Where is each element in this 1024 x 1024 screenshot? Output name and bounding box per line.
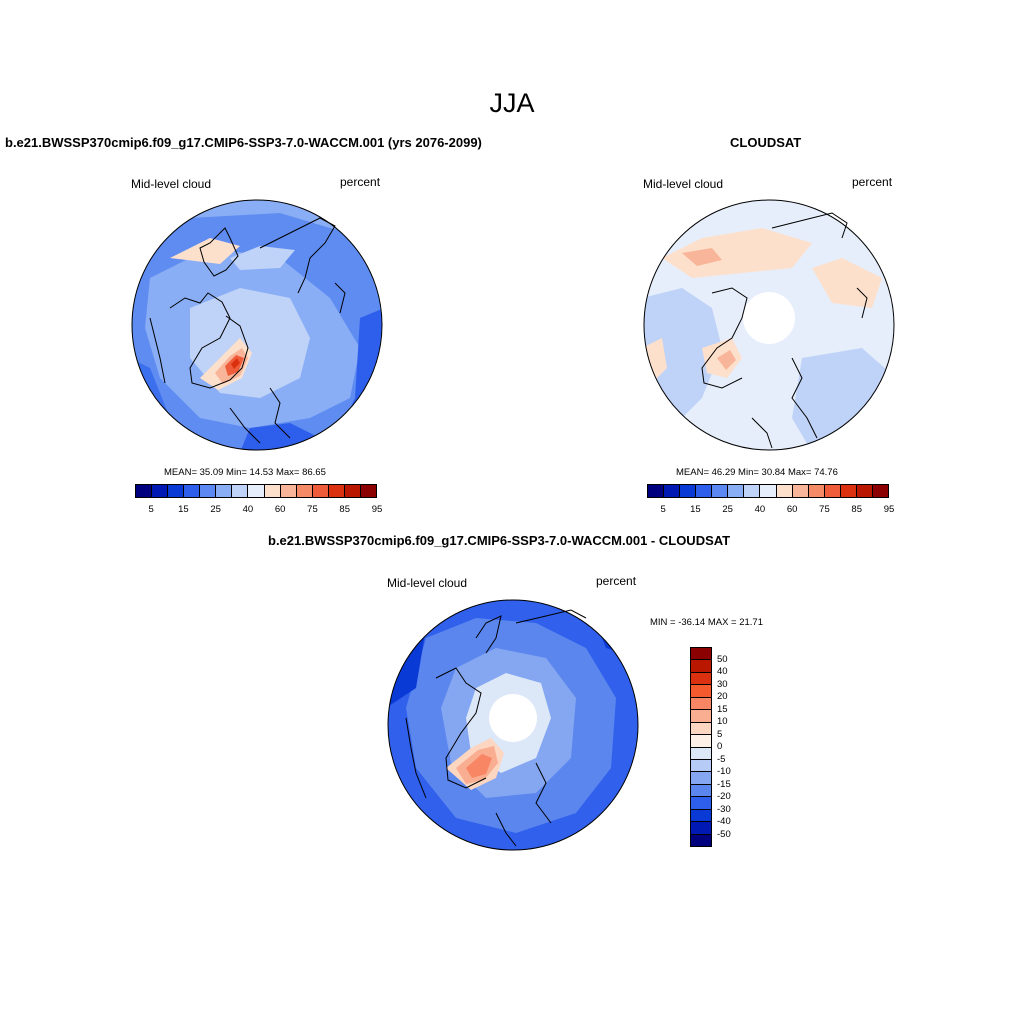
model-colorbar-swatch [200, 485, 217, 497]
diff-polar-map [387, 599, 639, 851]
diff-colorbar-swatch [691, 672, 711, 686]
obs-colorbar-tick-label: 15 [690, 504, 701, 515]
diff-colorbar-tick-label: -10 [717, 766, 731, 777]
diff-colorbar-tick-label: 15 [717, 703, 728, 715]
obs-colorbar-swatch [648, 485, 665, 497]
model-colorbar-swatch [136, 485, 153, 497]
obs-colorbar-swatch [760, 485, 777, 497]
obs-colorbar-tick-label: 95 [883, 504, 895, 515]
obs-colorbar-swatch [856, 485, 873, 497]
diff-colorbar-swatch [691, 822, 711, 835]
model-colorbar-tick-label: 25 [210, 504, 221, 515]
model-panel-title: b.e21.BWSSP370cmip6.f09_g17.CMIP6-SSP3-7… [5, 135, 482, 150]
obs-panel-title: CLOUDSAT [730, 135, 802, 150]
model-colorbar-swatch [168, 485, 185, 497]
diff-units-label: percent [596, 574, 637, 588]
diff-colorbar-swatch [691, 809, 711, 823]
model-colorbar-tick-label: 40 [242, 504, 254, 515]
diff-colorbar-tick-label: 0 [717, 741, 723, 752]
diff-colorbar-tick-label: 50 [717, 653, 728, 665]
obs-colorbar-swatch [696, 485, 713, 497]
diff-colorbar-tick-label: 20 [717, 691, 728, 702]
model-colorbar-tick-label: 95 [371, 504, 383, 515]
obs-colorbar-tick-label: 60 [786, 504, 798, 515]
obs-colorbar-swatch [712, 485, 729, 497]
obs-polar-map [643, 199, 895, 451]
model-colorbar-tick-label: 15 [178, 504, 189, 515]
model-units-label: percent [340, 175, 381, 189]
model-colorbar-tick-label: 60 [274, 504, 286, 515]
obs-colorbar-tick-label: 25 [722, 504, 733, 515]
diff-colorbar-swatch [691, 685, 711, 698]
diff-colorbar-tick-label: -40 [717, 816, 731, 827]
diff-colorbar-tick-label: 40 [717, 666, 728, 677]
diff-colorbar-tick-label: 30 [717, 678, 728, 690]
model-stats: MEAN= 35.09 Min= 14.53 Max= 86.65 [164, 467, 326, 478]
model-variable-label: Mid-level cloud [131, 177, 212, 191]
obs-colorbar-tick-label: 85 [851, 504, 862, 515]
obs-variable-label: Mid-level cloud [643, 177, 724, 191]
diff-colorbar-swatch [691, 797, 711, 810]
obs-colorbar-swatch [840, 485, 857, 497]
model-colorbar-swatch [184, 485, 201, 497]
diff-panel-title: b.e21.BWSSP370cmip6.f09_g17.CMIP6-SSP3-7… [268, 533, 731, 548]
diff-colorbar-swatch [691, 834, 711, 846]
diff-colorbar-tick-label: -20 [717, 791, 731, 802]
diff-colorbar-swatch [691, 648, 711, 661]
diff-colorbar-swatch [691, 722, 711, 736]
obs-units-label: percent [852, 175, 893, 189]
model-colorbar-swatch [216, 485, 233, 497]
obs-colorbar-swatch [664, 485, 681, 497]
diff-colorbar-swatch [691, 710, 711, 723]
diff-colorbar-tick-label: -50 [717, 828, 731, 840]
obs-colorbar [647, 484, 889, 498]
diff-colorbar-swatch [691, 759, 711, 773]
diff-variable-label: Mid-level cloud [387, 576, 468, 590]
model-colorbar-tick-label: 75 [307, 504, 318, 515]
model-colorbar-swatch [360, 485, 376, 497]
model-colorbar-swatch [296, 485, 313, 497]
model-colorbar-swatch [248, 485, 265, 497]
obs-stats: MEAN= 46.29 Min= 30.84 Max= 74.76 [676, 467, 838, 478]
model-colorbar-swatch [312, 485, 329, 497]
model-colorbar-swatch [344, 485, 361, 497]
model-polar-map [131, 199, 383, 451]
diff-colorbar-swatch [691, 735, 711, 748]
obs-colorbar-swatch [808, 485, 825, 497]
model-colorbar-swatch [264, 485, 281, 497]
diff-colorbar-tick-label: 10 [717, 716, 728, 727]
obs-colorbar-swatch [776, 485, 793, 497]
diff-colorbar-tick-label: -15 [717, 778, 731, 790]
obs-colorbar-swatch [728, 485, 745, 497]
diff-colorbar-swatch [691, 660, 711, 673]
diff-colorbar-swatch [691, 772, 711, 785]
obs-colorbar-swatch [872, 485, 888, 497]
diff-colorbar-swatch [691, 697, 711, 711]
obs-colorbar-tick-label: 75 [819, 504, 830, 515]
model-colorbar-swatch [152, 485, 169, 497]
obs-colorbar-swatch [744, 485, 761, 497]
diff-stats: MIN = -36.14 MAX = 21.71 [650, 617, 764, 628]
obs-colorbar-swatch [792, 485, 809, 497]
model-colorbar [135, 484, 377, 498]
diff-colorbar-swatch [691, 747, 711, 760]
diff-colorbar-swatch [691, 784, 711, 798]
model-colorbar-swatch [328, 485, 345, 497]
model-colorbar-swatch [280, 485, 297, 497]
model-colorbar-swatch [232, 485, 249, 497]
model-colorbar-tick-label: 85 [339, 504, 350, 515]
model-colorbar-tick-label: 5 [148, 504, 154, 515]
obs-colorbar-tick-label: 5 [660, 504, 666, 515]
obs-colorbar-tick-label: 40 [754, 504, 766, 515]
diff-colorbar-tick-label: -5 [717, 753, 726, 765]
obs-colorbar-swatch [680, 485, 697, 497]
obs-colorbar-swatch [824, 485, 841, 497]
diff-colorbar [690, 647, 712, 847]
diff-colorbar-tick-label: -30 [717, 803, 731, 815]
diff-colorbar-tick-label: 5 [717, 728, 723, 740]
figure-title: JJA [489, 88, 535, 118]
